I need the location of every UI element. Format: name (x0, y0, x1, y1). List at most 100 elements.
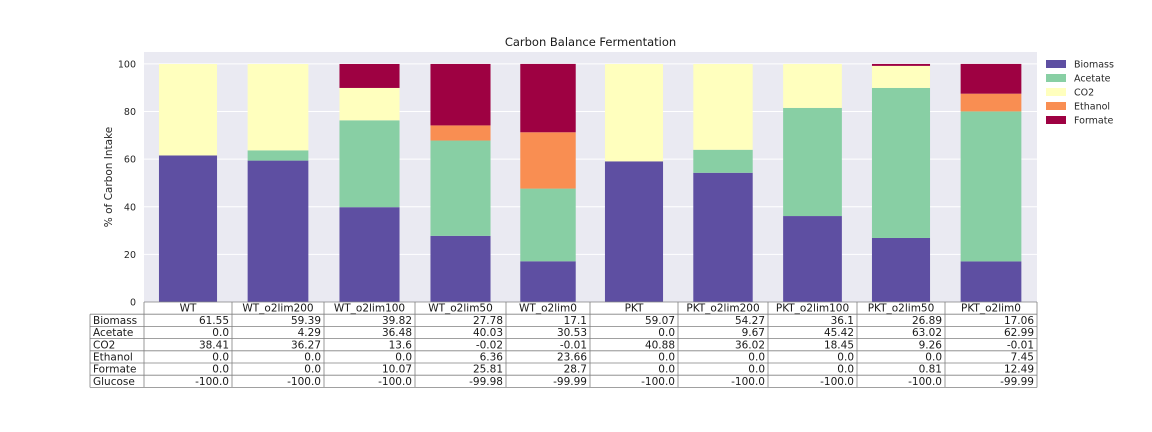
table-cell: -99.98 (469, 376, 503, 388)
table-row-label: Formate (93, 364, 136, 376)
bar-acetate-8 (783, 107, 842, 217)
table-cell: 40.03 (473, 327, 503, 339)
y-tick-label: 100 (118, 59, 136, 70)
bar-biomass-6 (604, 161, 664, 302)
table-cell: 17.1 (564, 315, 587, 327)
legend-label-formate: Formate (1074, 116, 1113, 127)
table-cell: 36.02 (735, 339, 765, 351)
table-cell: 0.0 (837, 364, 854, 376)
legend-swatch-co2 (1046, 88, 1066, 96)
table-cell: -100.0 (908, 376, 942, 388)
table-cell: 0.0 (748, 352, 765, 364)
table-col-header: WT_o2lim50 (428, 303, 493, 315)
legend-label-biomass: Biomass (1074, 60, 1114, 71)
bar-biomass-3 (339, 207, 400, 302)
bar-acetate-4 (430, 140, 491, 236)
table-row-label: Glucose (93, 376, 135, 388)
bar-co2-9 (871, 65, 931, 88)
legend: Biomass Acetate CO2 Ethanol Formate (1046, 60, 1114, 127)
table-cell: 36.48 (382, 327, 412, 339)
legend-swatch-formate (1046, 116, 1066, 124)
table-cell: 0.0 (212, 327, 229, 339)
bar-co2-2 (247, 64, 309, 151)
bar-acetate-7 (693, 149, 753, 173)
y-tick-label: 80 (124, 107, 136, 118)
bar-acetate-5 (520, 188, 576, 262)
table-col-header: WT (180, 303, 197, 315)
bar-co2-3 (339, 87, 400, 121)
bar-acetate-10 (960, 111, 1022, 262)
bar-biomass-1 (158, 155, 218, 302)
table-cell: 7.45 (1011, 352, 1034, 364)
table-row-label: Acetate (93, 327, 133, 339)
table-cell: 0.81 (919, 364, 942, 376)
table-cell: 23.66 (557, 352, 587, 364)
table-cell: 9.26 (919, 339, 943, 351)
bar-acetate-2 (247, 150, 309, 161)
table-cell: 0.0 (658, 352, 675, 364)
bar-biomass-4 (430, 235, 491, 302)
table-cell: 0.0 (748, 364, 765, 376)
table-cell: 13.6 (389, 339, 413, 351)
table-cell: -99.99 (1000, 376, 1034, 388)
bar-co2-8 (783, 63, 842, 108)
legend-swatch-acetate (1046, 74, 1066, 82)
bar-formate-5 (520, 63, 576, 133)
table-row-label: CO2 (93, 339, 115, 351)
legend-label-acetate: Acetate (1074, 74, 1111, 85)
table-cell: -100.0 (287, 376, 321, 388)
table-cell: 0.0 (212, 352, 229, 364)
table-cell: 0.0 (304, 364, 321, 376)
table-row-label: Ethanol (93, 352, 133, 364)
chart-title: Carbon Balance Fermentation (505, 35, 676, 49)
legend-swatch-ethanol (1046, 102, 1066, 110)
table-cell: -100.0 (820, 376, 854, 388)
legend-label-co2: CO2 (1074, 88, 1094, 99)
table-cell: 59.07 (645, 315, 675, 327)
table-cell: 25.81 (473, 364, 503, 376)
table-cell: -100.0 (378, 376, 412, 388)
table-cell: 61.55 (199, 315, 229, 327)
table-cell: -100.0 (195, 376, 229, 388)
table-cell: -0.02 (476, 339, 503, 351)
table-cell: 10.07 (382, 364, 412, 376)
bar-ethanol-10 (960, 93, 1022, 112)
bar-formate-3 (339, 63, 400, 88)
table-cell: 12.49 (1004, 364, 1034, 376)
table-cell: 9.67 (742, 327, 765, 339)
bar-biomass-5 (520, 261, 576, 302)
table-cell: -100.0 (731, 376, 765, 388)
bar-formate-10 (960, 63, 1022, 94)
table-col-header: PKT_o2lim50 (868, 303, 935, 315)
table-cell: -0.01 (560, 339, 587, 351)
table-cell: 45.42 (824, 327, 854, 339)
table-cell: -0.01 (1007, 339, 1034, 351)
y-tick-label: 20 (124, 250, 136, 261)
table-cell: 0.0 (658, 327, 675, 339)
table-cell: 18.45 (824, 339, 854, 351)
bar-co2-7 (693, 64, 753, 150)
bar-acetate-9 (871, 87, 931, 238)
data-table: WT WT_o2lim200 WT_o2lim100 WT_o2lim50 WT_o2l… (89, 301, 1038, 388)
bar-formate-4 (430, 63, 491, 126)
table-cell: 62.99 (1004, 327, 1034, 339)
bar-formate-9 (871, 63, 931, 66)
table-col-header: PKT (625, 303, 644, 315)
table-cell: 0.0 (212, 364, 229, 376)
bars (158, 63, 1022, 302)
table-col-header: WT_o2lim100 (334, 303, 405, 315)
bar-ethanol-5 (520, 132, 576, 189)
table-cell: 4.29 (298, 327, 321, 339)
table-cell: 59.39 (291, 315, 321, 327)
table-cell: 39.82 (382, 315, 412, 327)
table-cell: 0.0 (304, 352, 321, 364)
table-cell: -99.99 (553, 376, 587, 388)
bar-biomass-8 (783, 216, 842, 302)
y-tick-label: 60 (124, 155, 136, 166)
table-cell: 17.06 (1004, 315, 1034, 327)
table-col-header: WT_o2lim0 (519, 303, 577, 315)
table-col-header: PKT_o2lim100 (776, 303, 849, 315)
y-tick-label: 40 (124, 202, 136, 213)
legend-swatch-biomass (1046, 60, 1066, 68)
